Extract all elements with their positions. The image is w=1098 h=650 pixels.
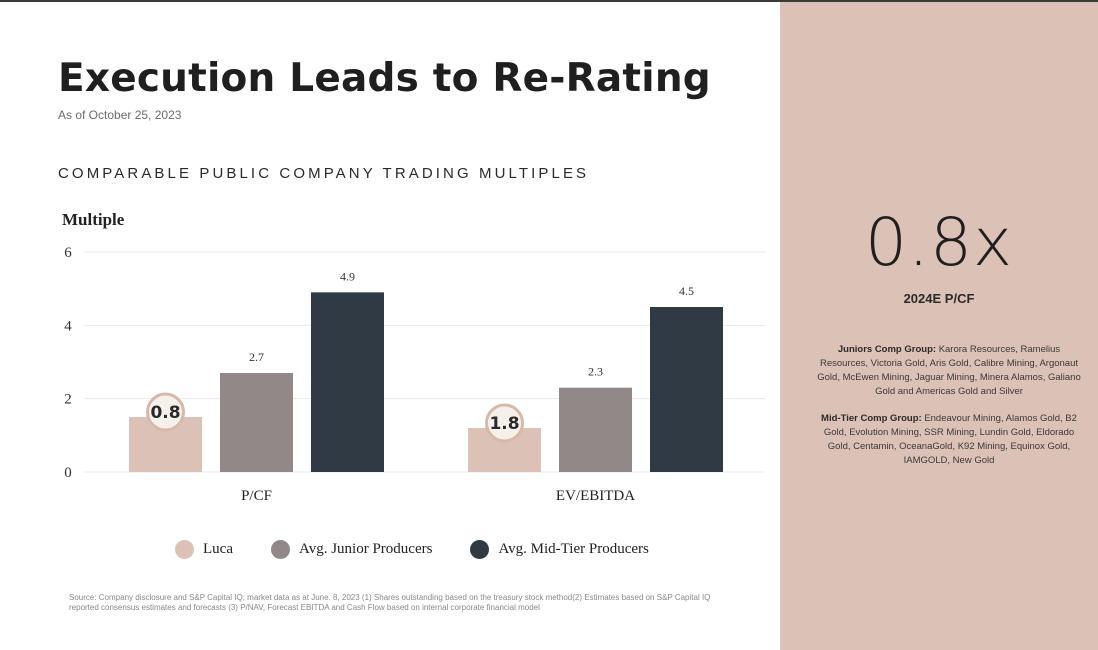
legend-swatch bbox=[270, 539, 290, 559]
midtier-comp-heading: Mid-Tier Comp Group: bbox=[821, 413, 922, 424]
source-footnote: Source: Company disclosure and S&P Capit… bbox=[69, 593, 711, 612]
legend-item-avg-mid-tier-producers: Avg. Mid-Tier Producers bbox=[470, 539, 649, 559]
data-label: 4.5 bbox=[679, 284, 694, 298]
legend-label: Avg. Mid-Tier Producers bbox=[498, 540, 649, 557]
bar-avg-mid-tier-producers-ev-ebitda bbox=[650, 307, 723, 472]
data-label: 0.8 bbox=[150, 403, 180, 423]
data-label: 2.7 bbox=[249, 350, 264, 364]
value-badge bbox=[146, 392, 185, 432]
legend-item-luca: Luca bbox=[175, 539, 233, 559]
as-of-date: As of October 25, 2023 bbox=[58, 108, 182, 122]
legend-label: Luca bbox=[203, 540, 233, 557]
midtier-comp-group: Mid-Tier Comp Group: Endeavour Mining, A… bbox=[814, 412, 1084, 468]
y-tick-label: 2 bbox=[64, 392, 72, 408]
headline-multiple-label: 2024E P/CF bbox=[903, 291, 975, 306]
y-tick-label: 4 bbox=[64, 318, 72, 334]
juniors-comp-group: Juniors Comp Group: Karora Resources, Ra… bbox=[814, 343, 1084, 399]
value-badge bbox=[485, 403, 524, 443]
data-label: 4.9 bbox=[340, 269, 355, 283]
juniors-comp-heading: Juniors Comp Group: bbox=[837, 344, 937, 355]
main-panel: Execution Leads to Re-Rating As of Octob… bbox=[58, 56, 765, 612]
y-tick-label: 6 bbox=[64, 245, 72, 261]
juniors-comp-list: Karora Resources, Ramelius Resources, Vi… bbox=[817, 344, 1081, 397]
chart-legend: Luca Avg. Junior Producers Avg. Mid-Tier P… bbox=[175, 538, 687, 560]
bar-avg-junior-producers-p-cf bbox=[220, 373, 293, 472]
data-label: 2.3 bbox=[588, 365, 603, 379]
top-border bbox=[0, 0, 1098, 2]
data-label: 1.8 bbox=[489, 414, 519, 434]
bar-avg-mid-tier-producers-p-cf bbox=[311, 292, 384, 472]
y-tick-label: 0 bbox=[64, 465, 72, 481]
legend-swatch bbox=[470, 539, 490, 559]
bar-chart: Multiple 0 2 4 6 0.8 2.7 4.9 P/CF 1.8 2.3 4.5 EV/EBI… bbox=[62, 210, 765, 504]
x-category-label: EV/EBITDA bbox=[556, 488, 635, 504]
legend-label: Avg. Junior Producers bbox=[298, 540, 433, 557]
x-category-label: P/CF bbox=[241, 488, 272, 504]
sidebar-panel: 0.8x 2024E P/CF Juniors Comp Group: Karo… bbox=[780, 2, 1098, 650]
y-axis-title: Multiple bbox=[62, 210, 125, 229]
midtier-comp-list: Endeavour Mining, Alamos Gold, B2 Gold, … bbox=[823, 413, 1077, 466]
headline-multiple: 0.8x bbox=[864, 204, 1014, 281]
legend-swatch bbox=[175, 539, 194, 559]
legend-item-avg-junior-producers: Avg. Junior Producers bbox=[270, 539, 433, 559]
section-title: COMPARABLE PUBLIC COMPANY TRADING MULTIP… bbox=[58, 165, 590, 182]
page-title: Execution Leads to Re-Rating bbox=[58, 56, 711, 101]
bar-avg-junior-producers-ev-ebitda bbox=[559, 387, 632, 472]
